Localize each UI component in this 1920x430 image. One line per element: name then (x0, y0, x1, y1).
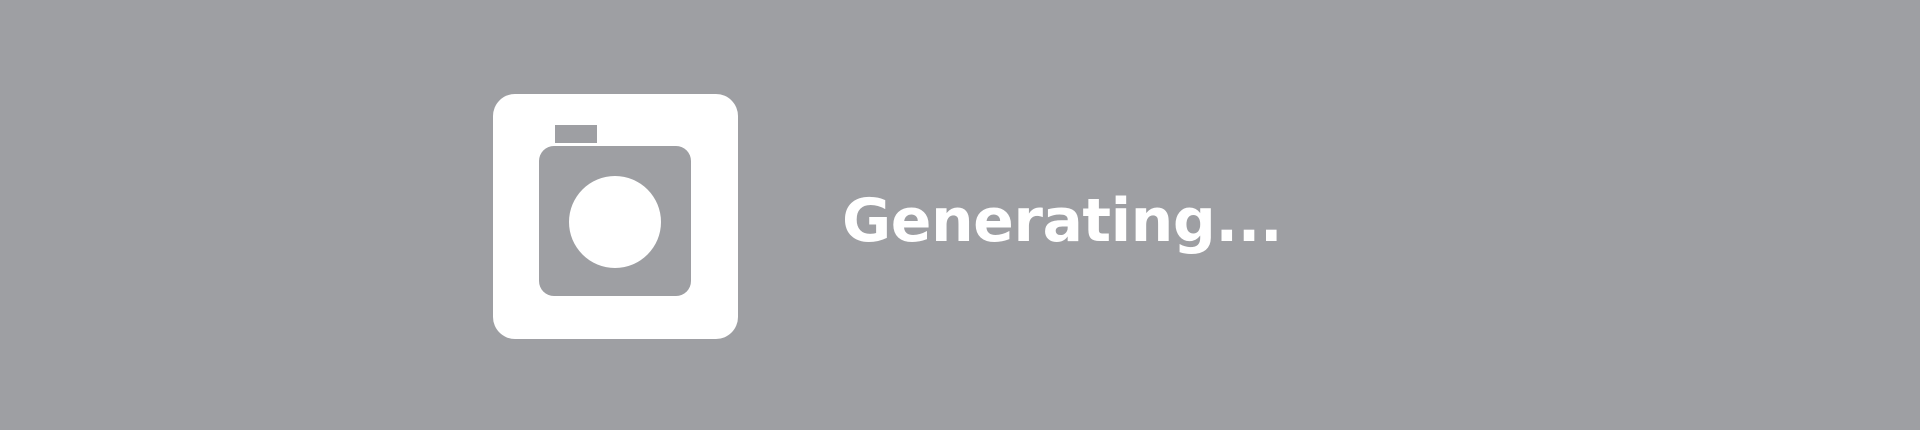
loading-status-text: Generating... (842, 186, 1283, 256)
camera-icon (493, 94, 738, 339)
